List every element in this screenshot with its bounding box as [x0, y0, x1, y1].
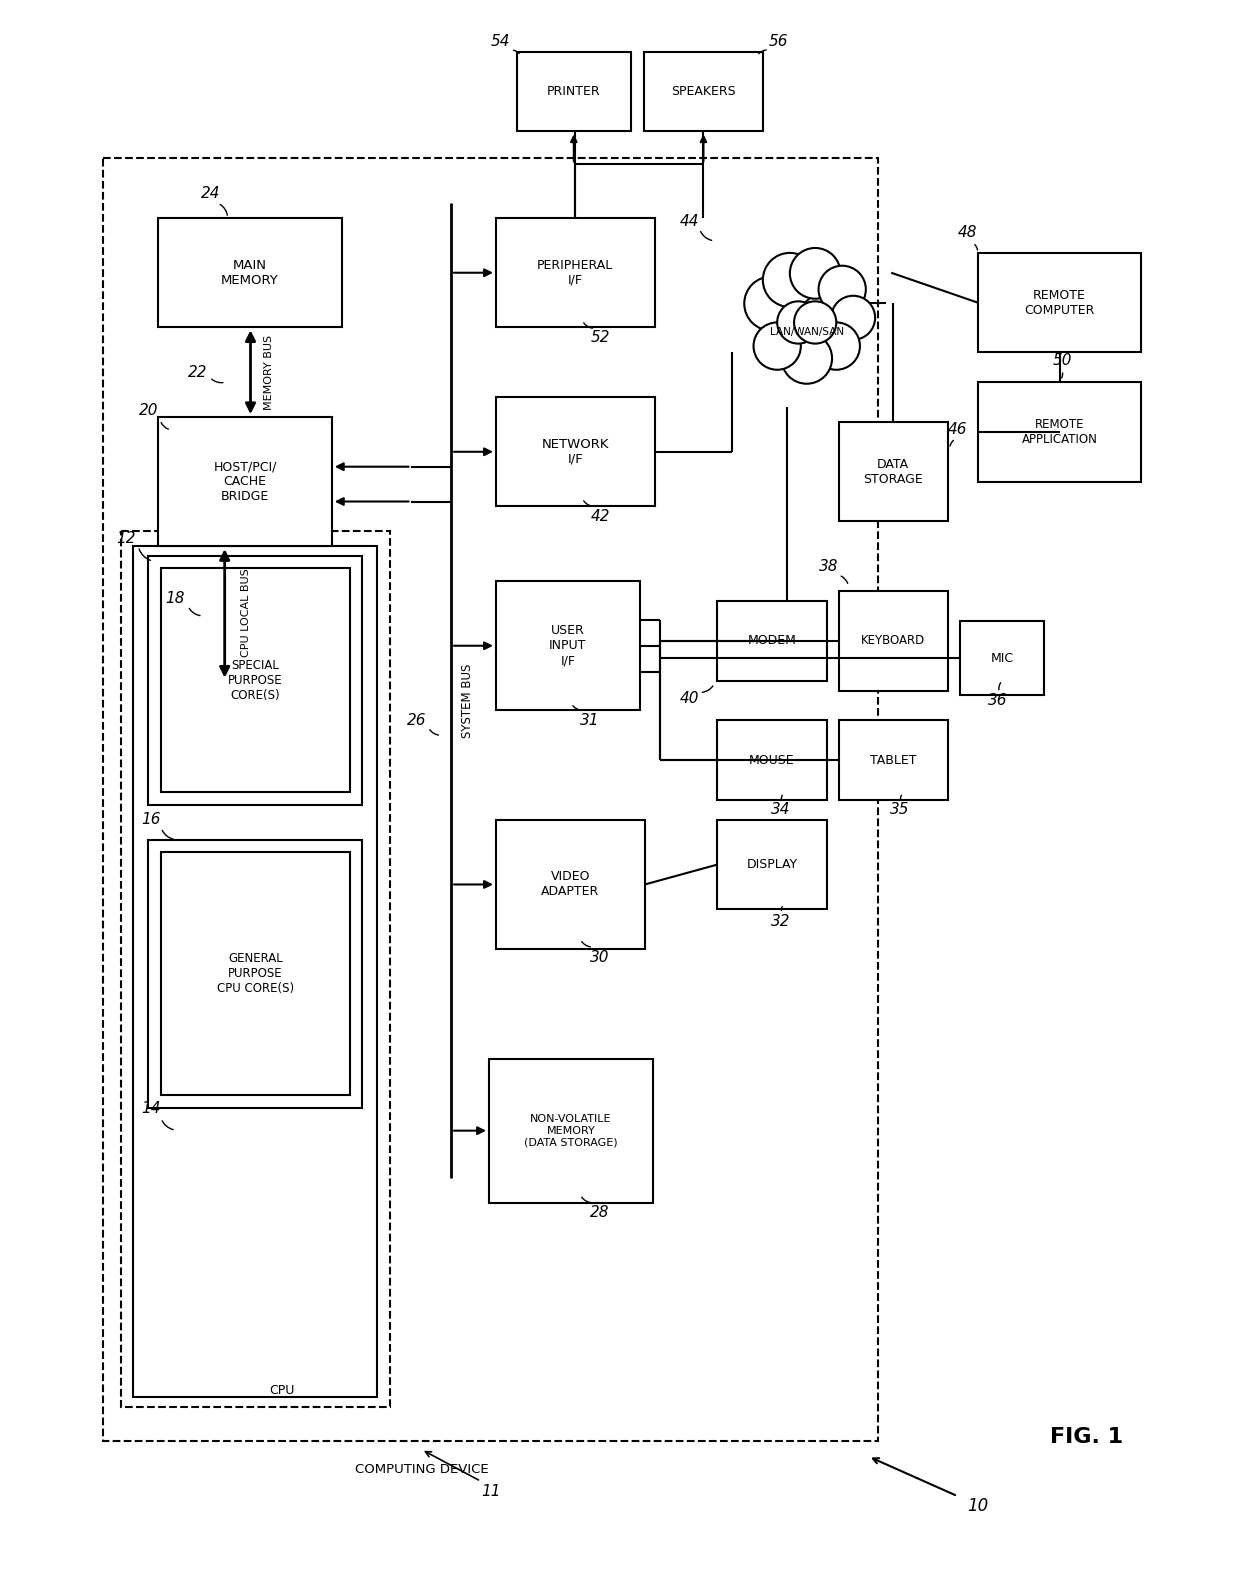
Text: 26: 26 [407, 713, 427, 728]
Circle shape [794, 301, 836, 344]
Text: 16: 16 [141, 812, 161, 827]
Bar [161, 568, 350, 791]
Bar [122, 531, 389, 1407]
Bar [838, 721, 947, 801]
Bar [960, 620, 1044, 696]
Text: VIDEO
ADAPTER: VIDEO ADAPTER [541, 870, 599, 898]
Circle shape [831, 295, 875, 339]
Bar [149, 840, 362, 1108]
Text: 38: 38 [818, 559, 838, 573]
Text: 35: 35 [890, 802, 910, 818]
Circle shape [763, 253, 817, 308]
Text: 50: 50 [1053, 353, 1071, 367]
Text: 46: 46 [947, 422, 967, 438]
Text: LAN/WAN/SAN: LAN/WAN/SAN [770, 327, 843, 338]
Bar [496, 820, 645, 950]
Bar [977, 253, 1142, 352]
Text: 52: 52 [590, 330, 610, 345]
Bar [517, 52, 631, 132]
Bar [496, 397, 655, 507]
Bar [161, 851, 350, 1096]
Bar [489, 1058, 652, 1203]
Bar [103, 159, 878, 1441]
Circle shape [754, 322, 801, 371]
Text: 40: 40 [680, 691, 699, 706]
Text: USER
INPUT
I/F: USER INPUT I/F [549, 625, 587, 667]
Text: 44: 44 [680, 214, 699, 229]
Text: 54: 54 [491, 35, 511, 50]
Text: 30: 30 [590, 950, 610, 964]
Text: CPU LOCAL BUS: CPU LOCAL BUS [241, 568, 250, 658]
Text: REMOTE
APPLICATION: REMOTE APPLICATION [1022, 418, 1097, 446]
Text: SYSTEM BUS: SYSTEM BUS [461, 663, 474, 738]
Text: 12: 12 [117, 531, 136, 546]
Text: KEYBOARD: KEYBOARD [861, 634, 925, 647]
Circle shape [744, 276, 799, 331]
Text: DATA
STORAGE: DATA STORAGE [863, 458, 923, 485]
Circle shape [818, 265, 866, 312]
Bar [838, 590, 947, 691]
Bar [838, 422, 947, 521]
Text: MAIN
MEMORY: MAIN MEMORY [221, 259, 279, 287]
Text: 36: 36 [988, 692, 1007, 708]
Text: DISPLAY: DISPLAY [746, 859, 797, 871]
Bar [159, 218, 342, 328]
Text: 14: 14 [141, 1101, 161, 1116]
Text: COMPUTING DEVICE: COMPUTING DEVICE [355, 1463, 489, 1476]
Text: NETWORK
I/F: NETWORK I/F [542, 438, 609, 466]
Text: SPEAKERS: SPEAKERS [671, 85, 735, 99]
Text: 31: 31 [580, 713, 600, 728]
Text: MOUSE: MOUSE [749, 754, 795, 766]
Bar [644, 52, 763, 132]
Text: 22: 22 [188, 364, 207, 380]
Text: 24: 24 [201, 185, 221, 201]
Bar [718, 721, 827, 801]
Bar [496, 581, 640, 710]
Text: 32: 32 [771, 914, 791, 929]
Bar [718, 601, 827, 680]
Text: PERIPHERAL
I/F: PERIPHERAL I/F [537, 259, 614, 287]
Text: CPU: CPU [269, 1383, 295, 1397]
Text: PRINTER: PRINTER [547, 85, 600, 99]
Circle shape [812, 322, 859, 371]
Bar [977, 382, 1142, 482]
Bar [718, 820, 827, 909]
Text: MODEM: MODEM [748, 634, 796, 647]
Text: HOST/PCI/
CACHE
BRIDGE: HOST/PCI/ CACHE BRIDGE [213, 460, 277, 502]
Text: 20: 20 [139, 402, 157, 418]
Text: SPECIAL
PURPOSE
CORE(S): SPECIAL PURPOSE CORE(S) [228, 658, 283, 702]
Text: REMOTE
COMPUTER: REMOTE COMPUTER [1024, 289, 1095, 317]
Circle shape [781, 333, 832, 383]
Text: 42: 42 [590, 509, 610, 524]
Text: MIC: MIC [991, 652, 1013, 664]
Text: 48: 48 [957, 226, 977, 240]
Text: NON-VOLATILE
MEMORY
(DATA STORAGE): NON-VOLATILE MEMORY (DATA STORAGE) [525, 1115, 618, 1148]
Circle shape [790, 248, 841, 298]
Bar [149, 556, 362, 805]
Text: 10: 10 [967, 1498, 988, 1515]
Text: 11: 11 [481, 1484, 501, 1499]
Text: MEMORY BUS: MEMORY BUS [264, 334, 274, 410]
Text: 28: 28 [590, 1206, 610, 1220]
Text: 18: 18 [165, 592, 185, 606]
Bar [496, 218, 655, 328]
Text: TABLET: TABLET [870, 754, 916, 766]
Text: FIG. 1: FIG. 1 [1050, 1427, 1123, 1446]
Text: 56: 56 [769, 35, 789, 50]
Bar [133, 546, 377, 1397]
Text: 34: 34 [771, 802, 791, 818]
Circle shape [777, 301, 820, 344]
Bar [159, 418, 332, 546]
Text: GENERAL
PURPOSE
CPU CORE(S): GENERAL PURPOSE CPU CORE(S) [217, 951, 294, 995]
